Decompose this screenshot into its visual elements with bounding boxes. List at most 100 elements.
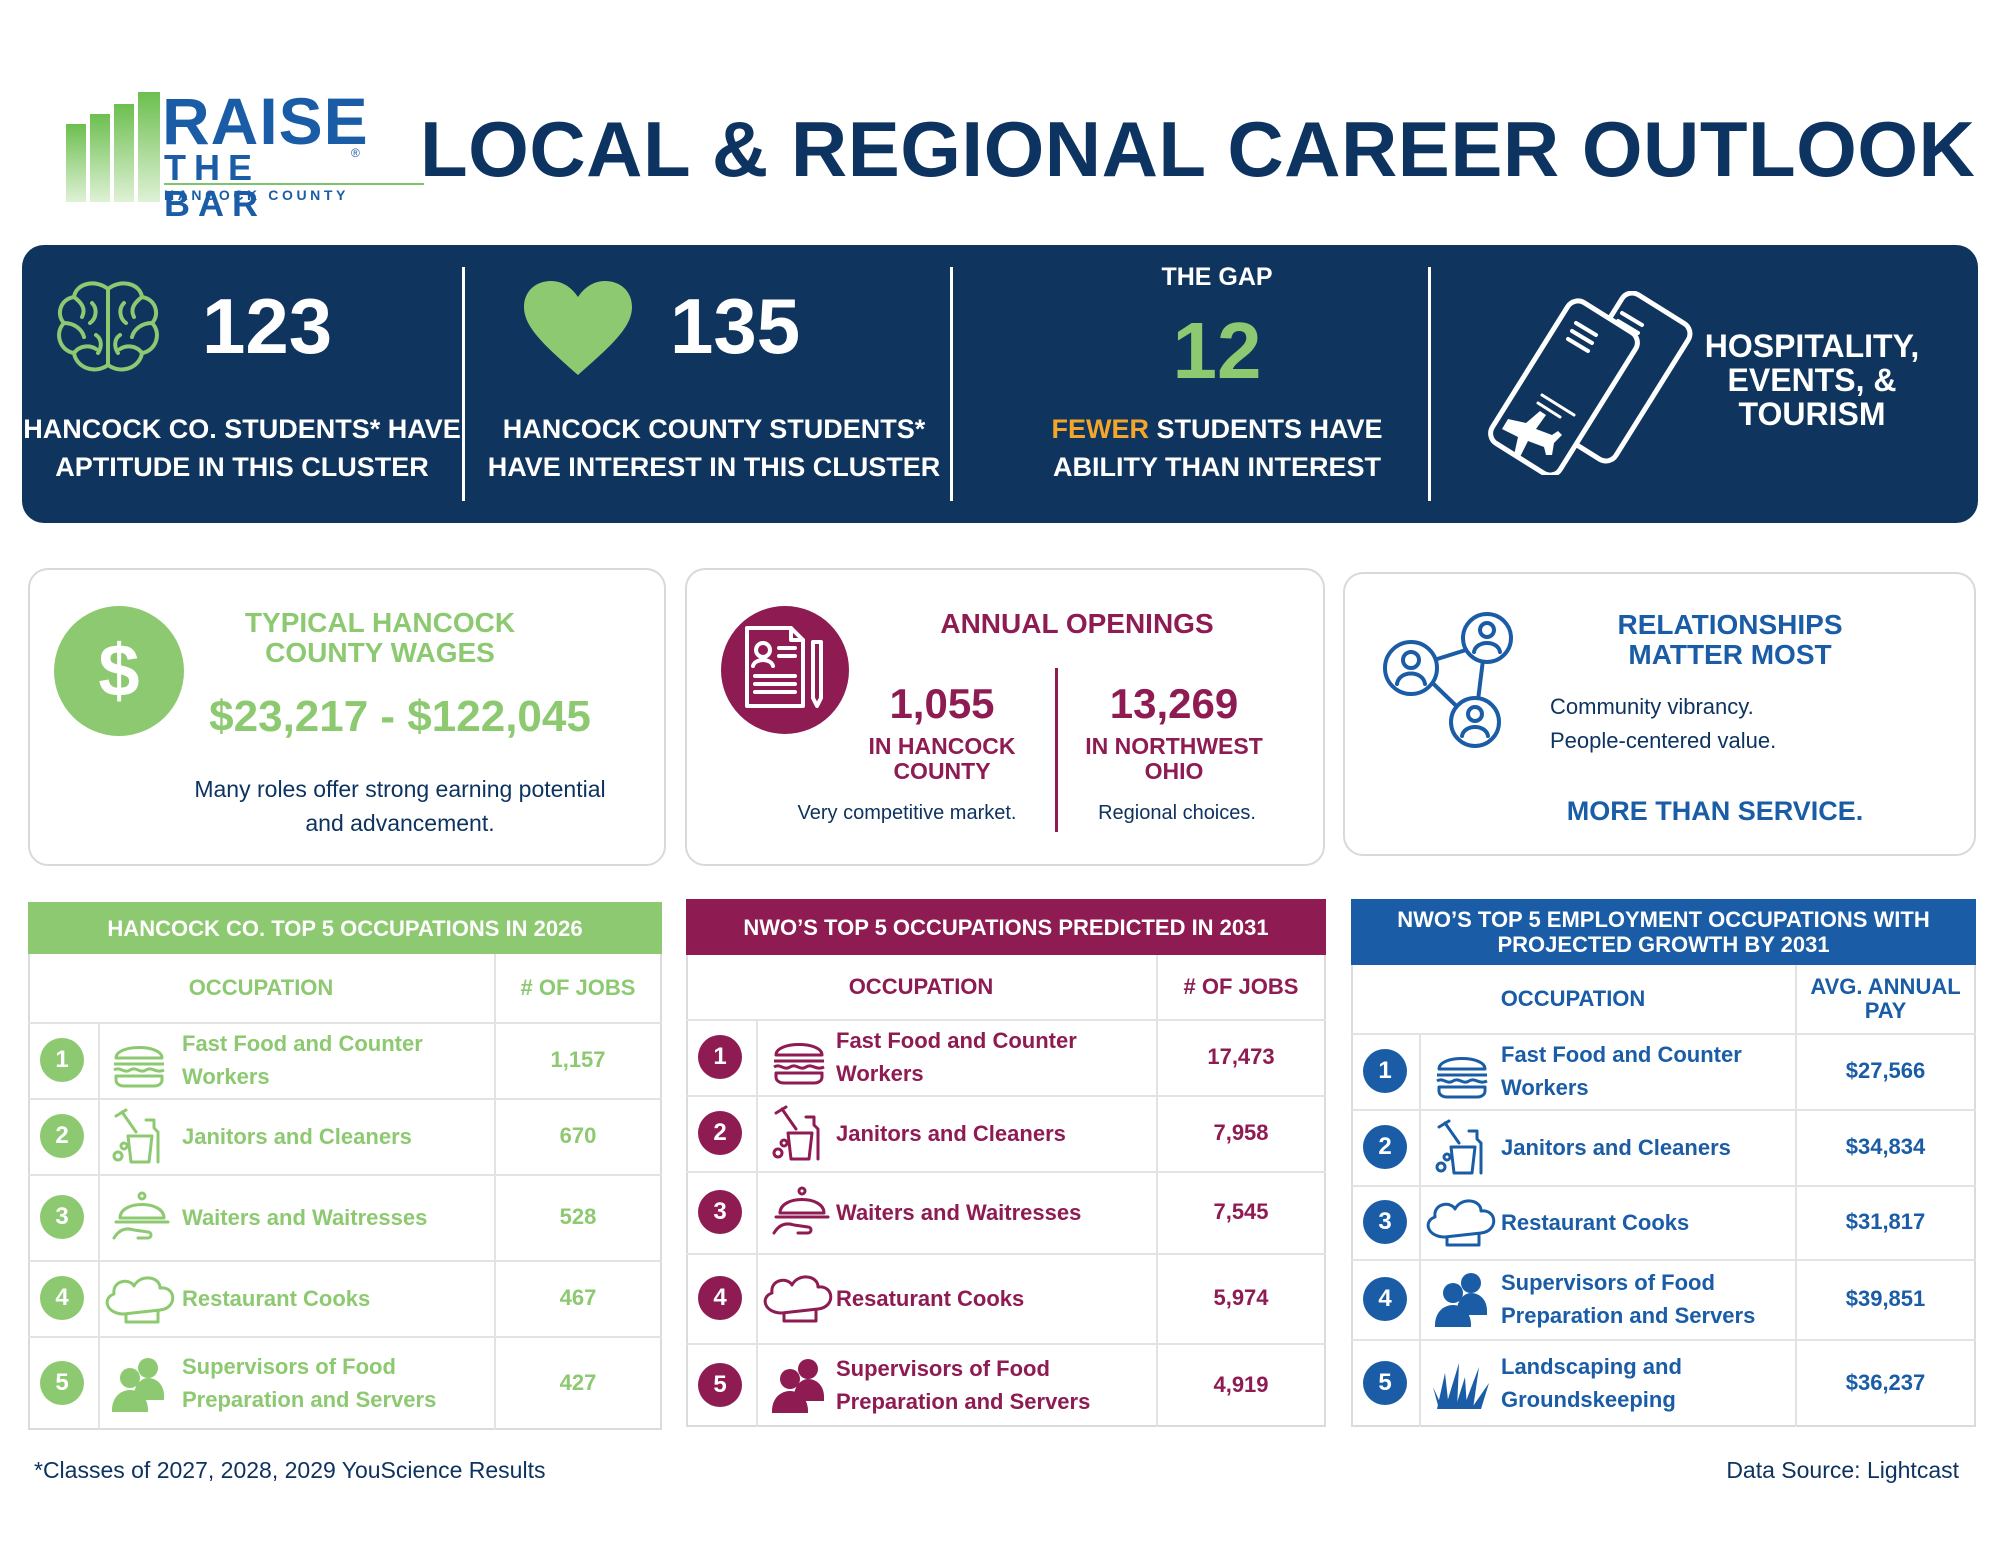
interest-caption: HANCOCK COUNTY STUDENTS* HAVE INTEREST I…	[487, 414, 941, 482]
burger-icon	[113, 1046, 165, 1088]
rank-badge: 4	[698, 1276, 742, 1320]
people-group-icon	[112, 1358, 164, 1412]
logo-county-text: HANCOCK COUNTY	[164, 187, 349, 203]
occupation-name: Landscaping and Groundskeeping	[1501, 1354, 1682, 1412]
gap-caption: FEWER STUDENTS HAVE ABILITY THAN INTERES…	[1012, 410, 1422, 486]
hancock-top-occupations-table: HANCOCK CO. TOP 5 OCCUPATIONS IN 2026 OC…	[28, 902, 662, 1430]
jobs-value: 670	[559, 1123, 597, 1148]
logo-registered-mark: ®	[351, 146, 360, 160]
row-divider	[28, 1098, 662, 1100]
rank-badge: 1	[698, 1035, 742, 1079]
gap-label: THE GAP	[1161, 263, 1273, 291]
occupation-name: Fast Food and Counter Workers	[1501, 1042, 1742, 1100]
data-source: Data Source: Lightcast	[1726, 1457, 1959, 1483]
wages-range: $23,217 - $122,045	[209, 692, 591, 741]
jobs-value: 7,958	[1213, 1120, 1269, 1145]
column-divider	[98, 1022, 100, 1430]
column-header-occupation: OCCUPATION	[188, 975, 334, 1000]
people-group-icon	[1435, 1273, 1487, 1327]
column-divider	[1795, 965, 1797, 1427]
grass-icon	[1433, 1363, 1489, 1409]
gap-highlight: FEWER	[1051, 414, 1149, 444]
heart-icon	[524, 281, 632, 375]
row-divider	[686, 1253, 1326, 1255]
raise-the-bar-logo: RAISE THE BAR ® HANCOCK COUNTY	[66, 88, 424, 222]
aptitude-caption: HANCOCK CO. STUDENTS* HAVE APTITUDE IN T…	[23, 414, 461, 482]
people-group-icon	[772, 1359, 824, 1413]
cleaning-supplies-icon	[112, 1108, 160, 1164]
cleaning-supplies-icon	[1435, 1119, 1483, 1175]
burger-icon	[773, 1043, 825, 1085]
rank-badge: 1	[40, 1038, 84, 1082]
pay-value: $39,851	[1845, 1286, 1926, 1311]
openings-local-label: IN HANCOCK COUNTY	[868, 733, 1016, 784]
row-divider	[28, 1022, 662, 1024]
jobs-value: 7,545	[1213, 1199, 1269, 1224]
relationships-title: RELATIONSHIPS MATTER MOST	[1617, 609, 1843, 670]
row-divider	[686, 1171, 1326, 1173]
divider	[1055, 668, 1058, 832]
column-header-jobs: # OF JOBS	[520, 975, 636, 1000]
divider	[1428, 267, 1431, 501]
bar-chart-logo-icon	[66, 92, 160, 202]
nwo-growth-occupations-table: NWO’S TOP 5 EMPLOYMENT OCCUPATIONS WITH …	[1351, 899, 1976, 1427]
logo-the-bar-text: THE BAR	[164, 147, 266, 224]
page-title: LOCAL & REGIONAL CAREER OUTLOOK	[420, 105, 1976, 193]
rank-badge: 4	[1363, 1277, 1407, 1321]
row-divider	[1351, 1185, 1976, 1187]
logo-rule	[164, 183, 424, 185]
chef-hat-icon	[1426, 1199, 1496, 1247]
rank-badge: 1	[1363, 1049, 1407, 1093]
occupation-name: Waiters and Waitresses	[182, 1204, 428, 1230]
openings-regional-note: Regional choices.	[1098, 802, 1256, 824]
jobs-value: 5,974	[1213, 1285, 1269, 1310]
career-cluster-title: HOSPITALITY, EVENTS, & TOURISM	[1704, 328, 1920, 432]
openings-title: ANNUAL OPENINGS	[940, 608, 1214, 639]
column-divider	[1156, 955, 1158, 1427]
gap-count: 12	[1172, 306, 1262, 395]
rank-badge: 2	[1363, 1125, 1407, 1169]
divider	[950, 267, 953, 501]
relationships-line-1: Community vibrancy.	[1550, 694, 1754, 719]
column-header-jobs: # OF JOBS	[1183, 974, 1299, 999]
divider	[462, 267, 465, 501]
column-header-occupation: OCCUPATION	[1500, 986, 1646, 1011]
occupation-name: Waiters and Waitresses	[836, 1199, 1082, 1225]
occupation-name: Janitors and Cleaners	[836, 1120, 1066, 1146]
svg-text:$: $	[98, 629, 139, 712]
row-divider	[28, 1336, 662, 1338]
rank-badge: 4	[40, 1276, 84, 1320]
openings-local-count: 1,055	[889, 680, 995, 727]
logo-raise-text: RAISE	[162, 84, 369, 158]
rank-badge: 5	[1363, 1361, 1407, 1405]
openings-local-note: Very competitive market.	[797, 802, 1017, 824]
chef-hat-icon	[105, 1276, 175, 1324]
network-people-icon	[1383, 612, 1513, 748]
column-divider	[494, 954, 496, 1430]
wages-title: TYPICAL HANCOCK COUNTY WAGES	[244, 607, 516, 668]
row-divider	[1351, 1339, 1976, 1341]
rank-badge: 5	[698, 1363, 742, 1407]
row-divider	[686, 1019, 1326, 1021]
rank-badge: 3	[698, 1190, 742, 1234]
gap-caption-rest: STUDENTS HAVE ABILITY THAN INTEREST	[1052, 414, 1383, 482]
column-header-occupation: OCCUPATION	[848, 974, 994, 999]
column-divider	[1419, 1033, 1421, 1427]
wages-card: $ TYPICAL HANCOCK COUNTY WAGES $23,217 -…	[28, 568, 666, 866]
cleaning-supplies-icon	[772, 1105, 820, 1161]
row-divider	[1351, 1259, 1976, 1261]
occupation-name: Janitors and Cleaners	[182, 1123, 412, 1149]
jobs-value: 1,157	[550, 1047, 606, 1072]
rank-badge: 5	[40, 1361, 84, 1405]
table-body	[1351, 965, 1976, 1427]
table-title: NWO’S TOP 5 EMPLOYMENT OCCUPATIONS WITH …	[1351, 899, 1976, 965]
jobs-value: 4,919	[1213, 1372, 1269, 1397]
occupation-name: Fast Food and Counter Workers	[836, 1028, 1077, 1086]
row-divider	[686, 1343, 1326, 1345]
occupation-name: Supervisors of Food Preparation and Serv…	[836, 1356, 1091, 1414]
pay-value: $31,817	[1845, 1209, 1926, 1234]
occupation-name: Restaurant Cooks	[1501, 1209, 1690, 1235]
openings-regional-count: 13,269	[1109, 680, 1239, 727]
wages-text: Many roles offer strong earning potentia…	[194, 776, 606, 836]
relationships-footer: MORE THAN SERVICE.	[1566, 796, 1864, 826]
